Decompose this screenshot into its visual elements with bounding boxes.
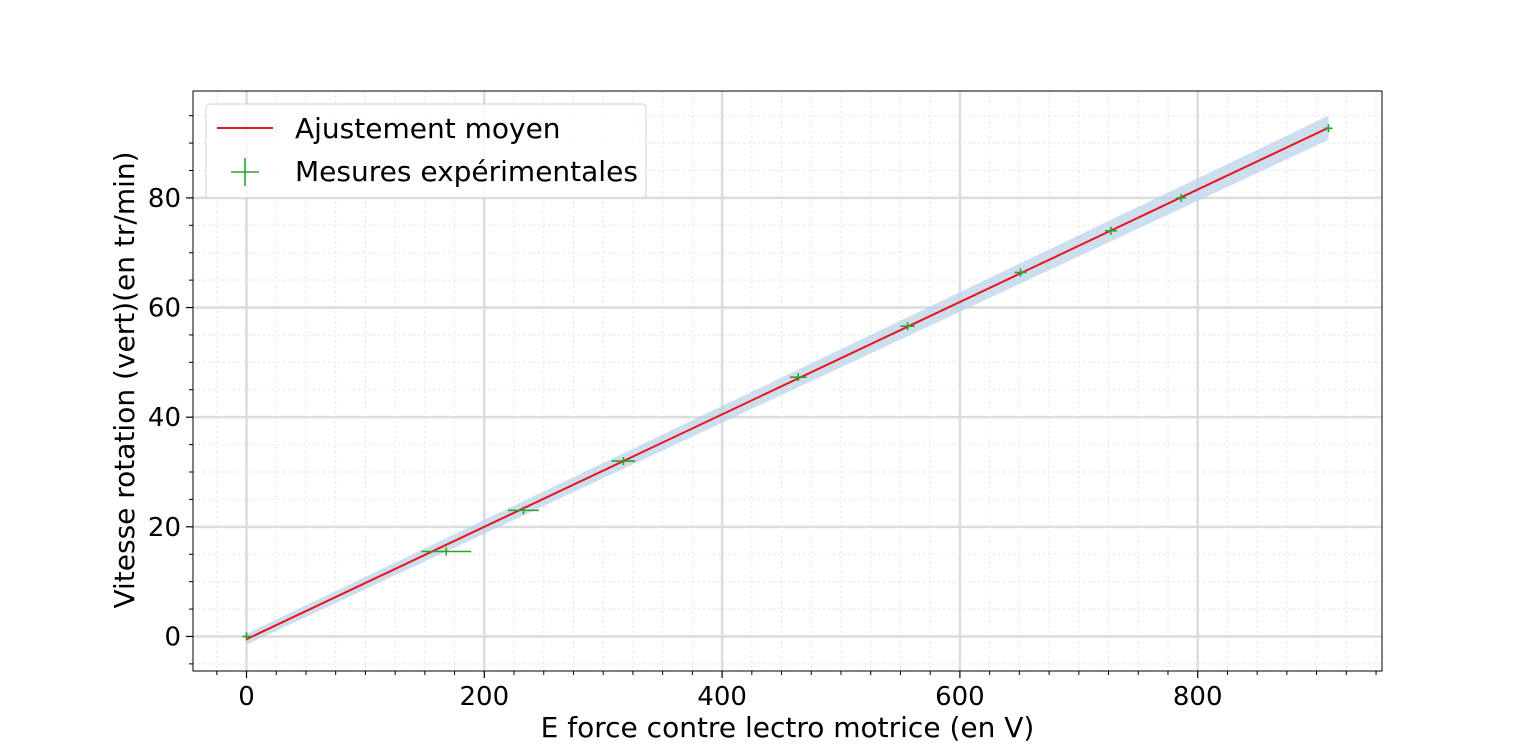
x-axis-label: E force contre lectro motrice (en V): [541, 711, 1035, 744]
data-point: [611, 457, 636, 466]
x-tick-label: 600: [935, 682, 985, 712]
data-point: [900, 322, 915, 331]
legend-label-fit: Ajustement moyen: [295, 112, 561, 145]
y-tick-label: 60: [148, 294, 181, 324]
legend-label-measures: Mesures expérimentales: [295, 155, 638, 188]
y-tick-label: 20: [148, 513, 181, 543]
x-tick-label: 400: [697, 682, 747, 712]
x-tick-label: 200: [459, 682, 509, 712]
data-point: [789, 373, 807, 382]
y-axis-label: Vitesse rotation (vert)(en tr/min): [108, 151, 141, 608]
measurement-series: [242, 124, 1333, 641]
data-point: [1104, 226, 1117, 235]
data-point: [508, 506, 539, 515]
legend: Ajustement moyen Mesures expérimentales: [205, 103, 647, 199]
legend-box: [205, 103, 647, 199]
fit-line: [246, 126, 1329, 641]
fit-line-series: [246, 126, 1329, 641]
axis-tick-labels: 0 200 400 600 800 0 20 40 60 80: [148, 184, 1223, 712]
y-tick-label: 80: [148, 184, 181, 214]
y-tick-label: 0: [164, 622, 181, 652]
data-point: [1176, 193, 1186, 202]
data-point: [1014, 268, 1027, 277]
x-tick-label: 800: [1173, 682, 1223, 712]
legend-measure-swatch: [231, 158, 259, 186]
plot-frame: [192, 90, 1383, 672]
axis-ticks: [186, 115, 1377, 678]
x-tick-label: 0: [238, 682, 255, 712]
data-point: [242, 632, 251, 641]
y-tick-label: 40: [148, 403, 181, 433]
data-point: [421, 547, 472, 556]
data-point: [1324, 124, 1333, 133]
